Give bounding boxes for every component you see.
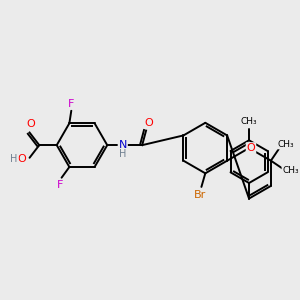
- Text: H: H: [119, 149, 127, 159]
- Text: O: O: [17, 154, 26, 164]
- Text: F: F: [68, 99, 74, 109]
- Text: O: O: [145, 118, 153, 128]
- Text: CH₃: CH₃: [282, 166, 299, 175]
- Text: Br: Br: [194, 190, 207, 200]
- Text: CH₃: CH₃: [277, 140, 294, 148]
- Text: O: O: [26, 119, 35, 129]
- Text: CH₃: CH₃: [241, 117, 257, 126]
- Text: O: O: [247, 143, 255, 153]
- Text: N: N: [118, 140, 127, 150]
- Text: F: F: [56, 181, 63, 190]
- Text: H: H: [10, 154, 18, 164]
